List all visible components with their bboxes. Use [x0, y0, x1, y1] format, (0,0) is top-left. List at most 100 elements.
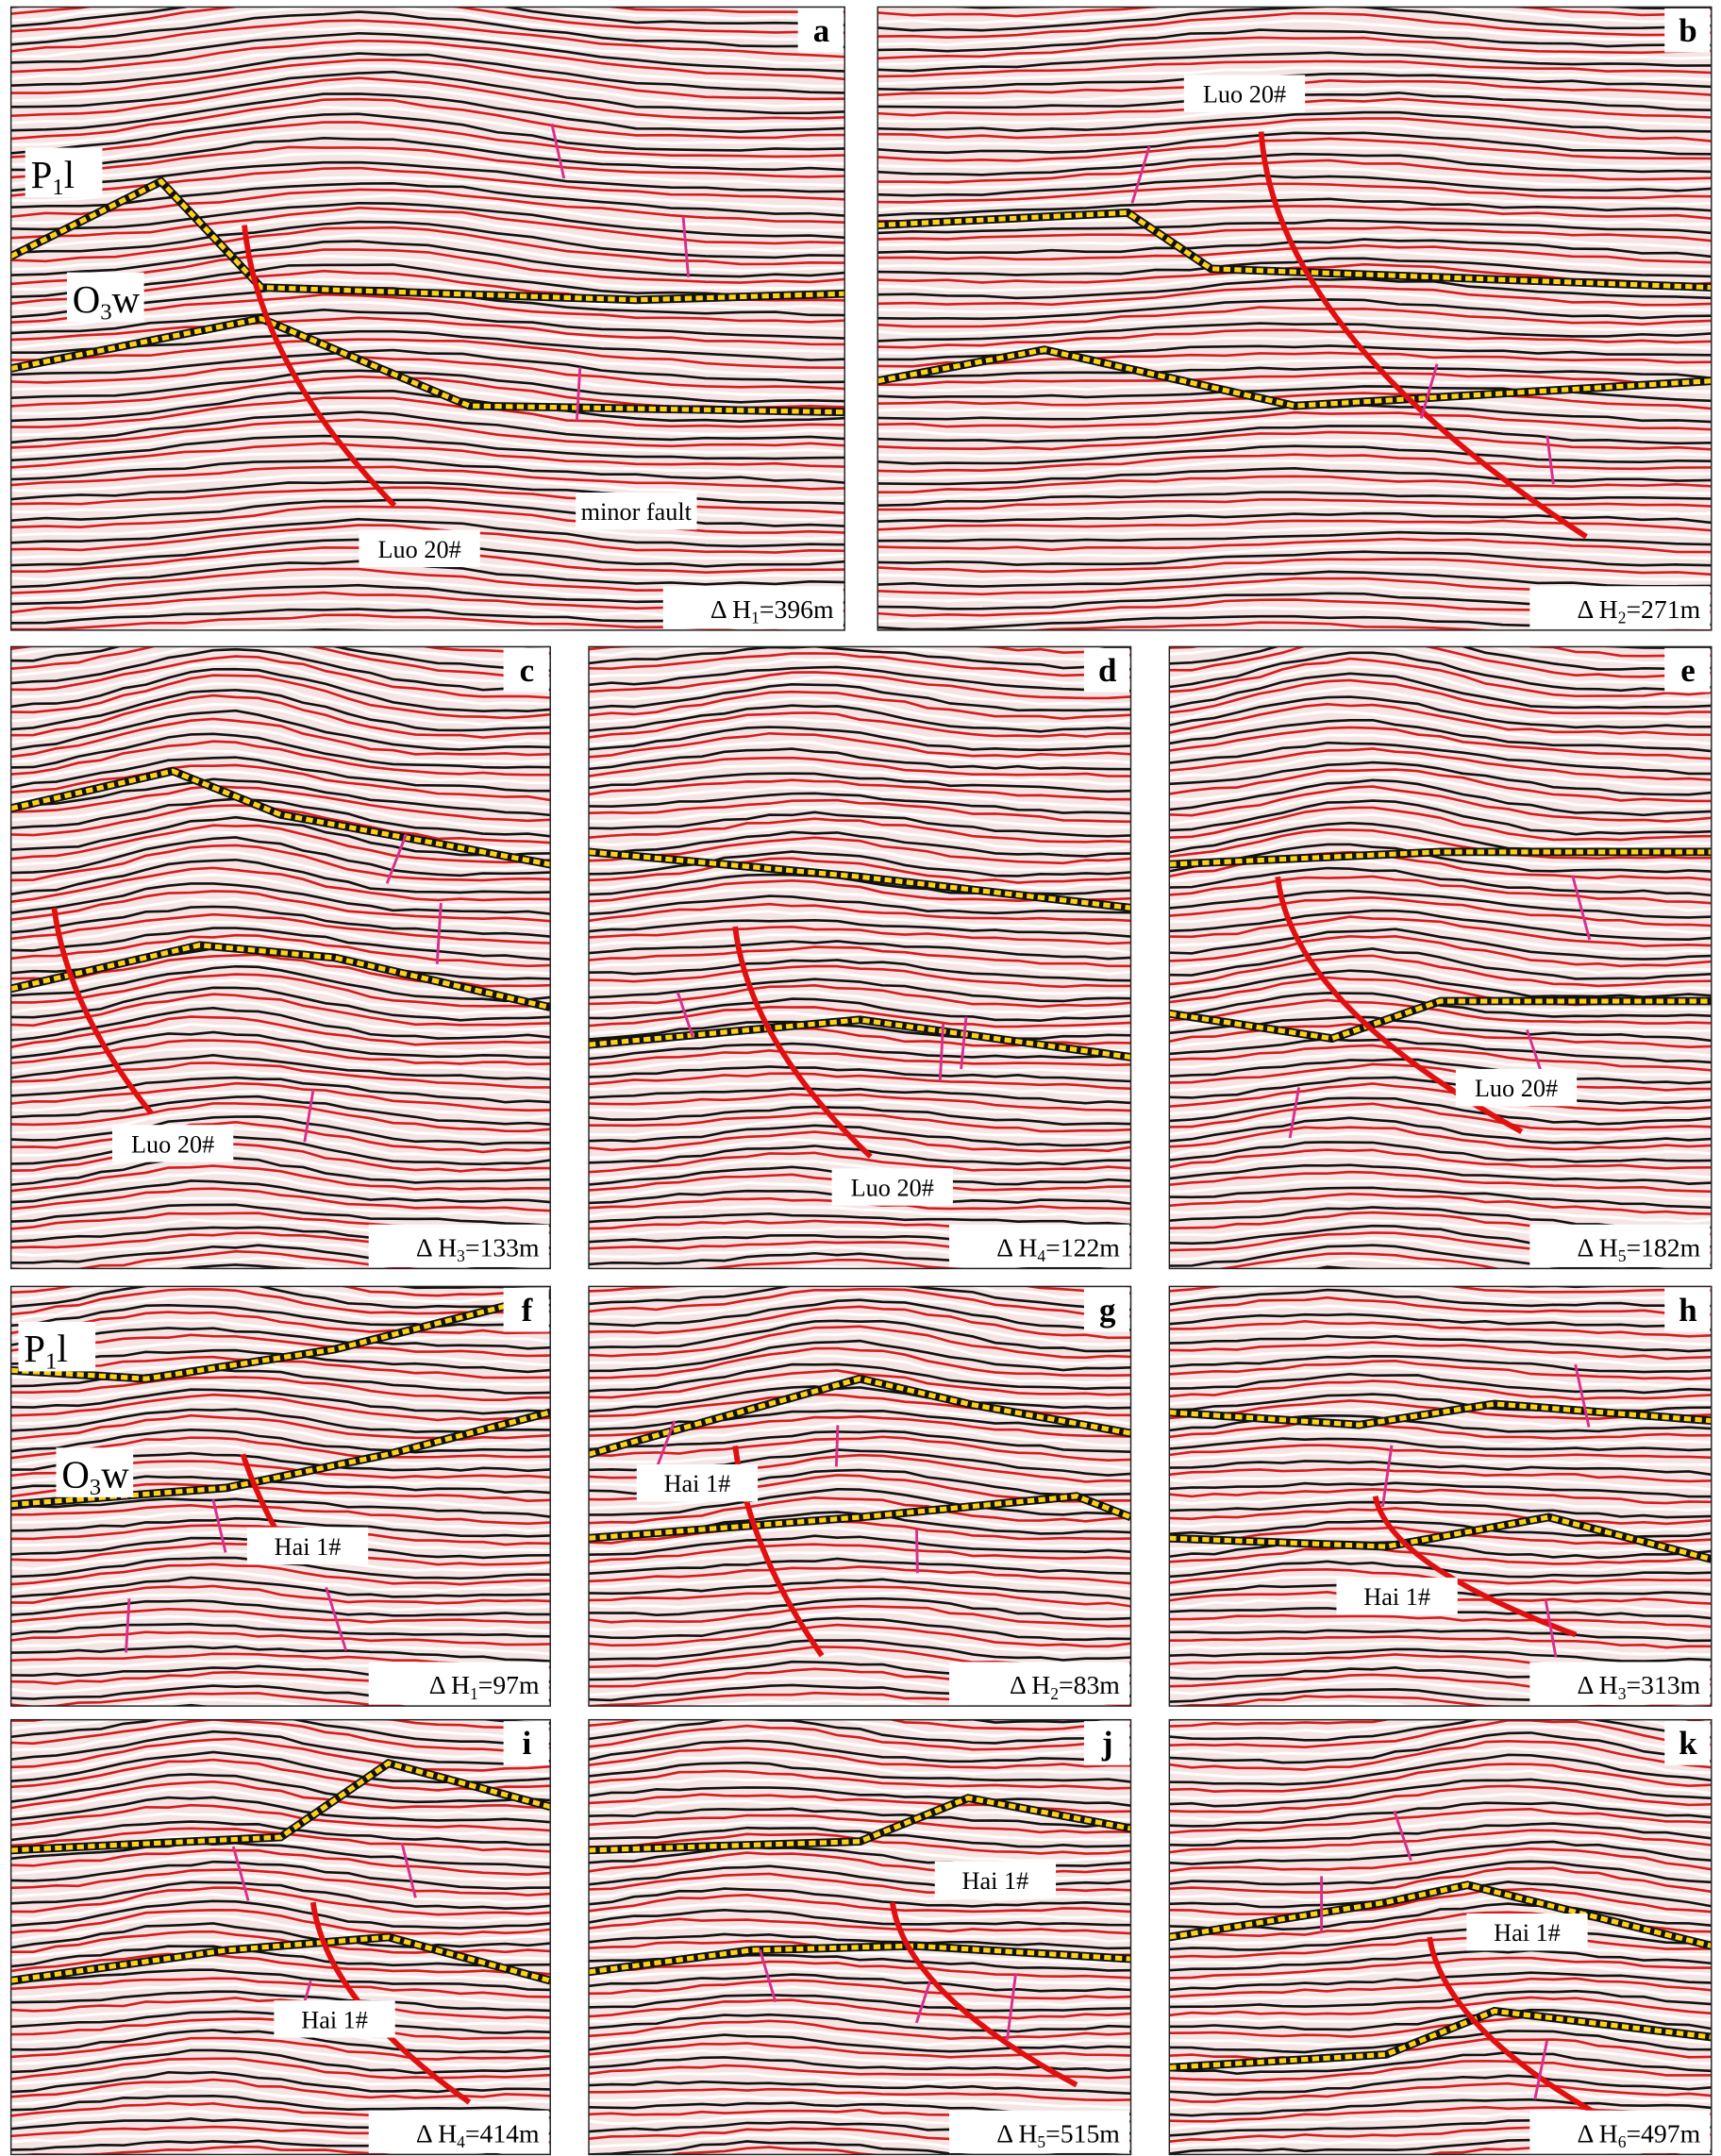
delta-prefix: Δ H — [429, 1670, 470, 1699]
reflector — [10, 70, 845, 115]
reflector — [877, 313, 1712, 336]
delta-prefix: Δ H — [416, 1232, 457, 1262]
reflector — [10, 905, 551, 938]
reflector — [589, 1985, 1131, 2007]
reflector — [1169, 1507, 1712, 1526]
reflector — [10, 1090, 551, 1120]
reflector — [589, 658, 1131, 686]
panel: i Δ H4=414m Hai 1# — [9, 1718, 551, 2156]
reflector — [1169, 1372, 1712, 1395]
reflector — [1169, 1341, 1712, 1361]
label-box — [576, 493, 697, 530]
delta-subscript: 2 — [1050, 1684, 1059, 1703]
reflector — [877, 530, 1712, 546]
reflector — [10, 76, 845, 120]
horizon — [589, 1795, 1131, 1853]
reflector — [10, 1015, 551, 1048]
reflector — [10, 58, 845, 101]
reflector — [1169, 718, 1712, 753]
reflector — [1169, 672, 1712, 710]
reflector — [10, 1142, 551, 1173]
reflector — [10, 740, 551, 777]
reflector — [1169, 741, 1712, 776]
reflector — [589, 1292, 1131, 1324]
reflector — [10, 763, 551, 802]
delta-label: Δ H1=396m — [710, 594, 834, 627]
reflector — [877, 359, 1712, 374]
reflector — [1169, 1429, 1712, 1446]
minor-fault — [915, 1529, 919, 1574]
reflector — [589, 1902, 1131, 1921]
reflector — [589, 726, 1131, 752]
reflector — [10, 2086, 551, 2106]
formation-base: O — [61, 1454, 89, 1496]
minor-fault — [400, 1842, 417, 1898]
reflector — [589, 817, 1131, 844]
reflector — [589, 1604, 1131, 1628]
reflector — [589, 1571, 1131, 1591]
reflector — [10, 1952, 551, 1976]
reflector — [877, 28, 1712, 53]
reflector — [877, 285, 1712, 307]
reflector — [589, 1730, 1131, 1758]
formation-subscript: 1 — [52, 175, 63, 200]
reflector — [589, 1639, 1131, 1662]
reflector — [10, 1081, 551, 1112]
reflector — [589, 792, 1131, 815]
horizon — [10, 1410, 551, 1508]
reflector — [1169, 1621, 1712, 1635]
reflector — [589, 1005, 1131, 1028]
reflector — [1169, 793, 1712, 830]
reflector — [10, 19, 845, 58]
reflector — [877, 19, 1712, 46]
delta-subscript: 1 — [751, 609, 760, 627]
reflector — [1169, 1983, 1712, 2003]
reflector — [10, 1341, 551, 1367]
reflector — [589, 1020, 1131, 1041]
reflector — [10, 182, 845, 217]
reflector — [589, 646, 1131, 671]
reflector — [1169, 695, 1712, 729]
reflector — [589, 1777, 1131, 1799]
panel-border — [9, 645, 551, 1270]
reflector — [10, 7, 28, 8]
reflector — [589, 1543, 1131, 1563]
reflector — [877, 36, 1712, 60]
reflector — [589, 1610, 1131, 1634]
reflector — [10, 1046, 551, 1074]
reflector — [589, 778, 1131, 801]
reflector — [1169, 760, 1712, 796]
delta-subscript: 3 — [457, 1246, 465, 1265]
reflector — [589, 932, 1131, 955]
panel-border — [1168, 1718, 1713, 2156]
reflector — [1169, 1037, 1712, 1064]
reflector — [10, 1327, 551, 1350]
delta-subscript: 6 — [1618, 2132, 1627, 2151]
reflector — [589, 1480, 1131, 1510]
reflector — [589, 1947, 1131, 1965]
reflector — [877, 238, 1712, 259]
reflector — [10, 361, 845, 397]
reflector — [589, 1719, 1131, 1745]
panel-letter: j — [1101, 1725, 1113, 1762]
reflector — [10, 517, 845, 548]
reflector — [877, 336, 1712, 355]
reflector — [589, 1105, 1131, 1126]
reflector — [10, 646, 551, 663]
reflector — [10, 1286, 551, 1297]
reflector — [10, 152, 845, 188]
horizon — [589, 1376, 1131, 1457]
reflector — [10, 1945, 551, 1968]
reflector — [877, 365, 1712, 380]
reflector — [877, 482, 1712, 501]
reflector — [589, 1072, 1131, 1091]
reflector — [10, 1982, 551, 2007]
formation-label: P1l — [31, 154, 75, 200]
reflector — [10, 1607, 551, 1624]
reflector — [10, 960, 551, 995]
horizon — [877, 209, 1712, 291]
minor-fault — [1544, 1598, 1558, 1658]
reflector — [589, 925, 1131, 945]
reflector — [10, 220, 845, 259]
reflector — [1169, 1613, 1712, 1629]
